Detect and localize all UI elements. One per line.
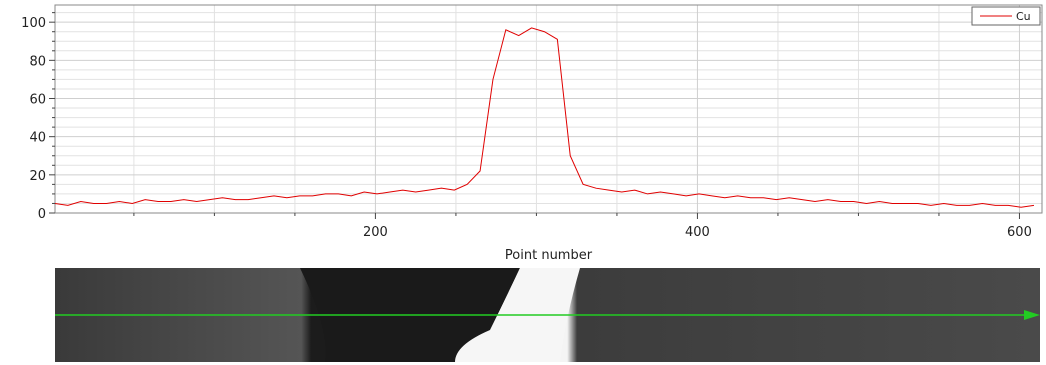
x-tick-label: 600 [1007, 225, 1032, 240]
x-tick-label: 200 [363, 225, 388, 240]
legend-label: Cu [1016, 10, 1031, 23]
data-line [54, 27, 1035, 208]
y-tick-label: 0 [38, 207, 46, 222]
y-tick-label: 40 [29, 131, 46, 146]
x-tick-label: 400 [685, 225, 710, 240]
plot-frame [54, 4, 1043, 214]
x-axis-label: Point number [505, 248, 593, 263]
plot-area [55, 5, 1042, 213]
y-tick-label: 20 [29, 169, 46, 184]
scan-arrow [1024, 310, 1040, 320]
y-tick-label: 100 [21, 16, 46, 31]
plot: 0 20 40 60 80 100 200 400 600 Point number Cu [21, 4, 1043, 263]
y-tick-label: 60 [29, 93, 46, 108]
y-tick-label: 80 [29, 54, 46, 69]
